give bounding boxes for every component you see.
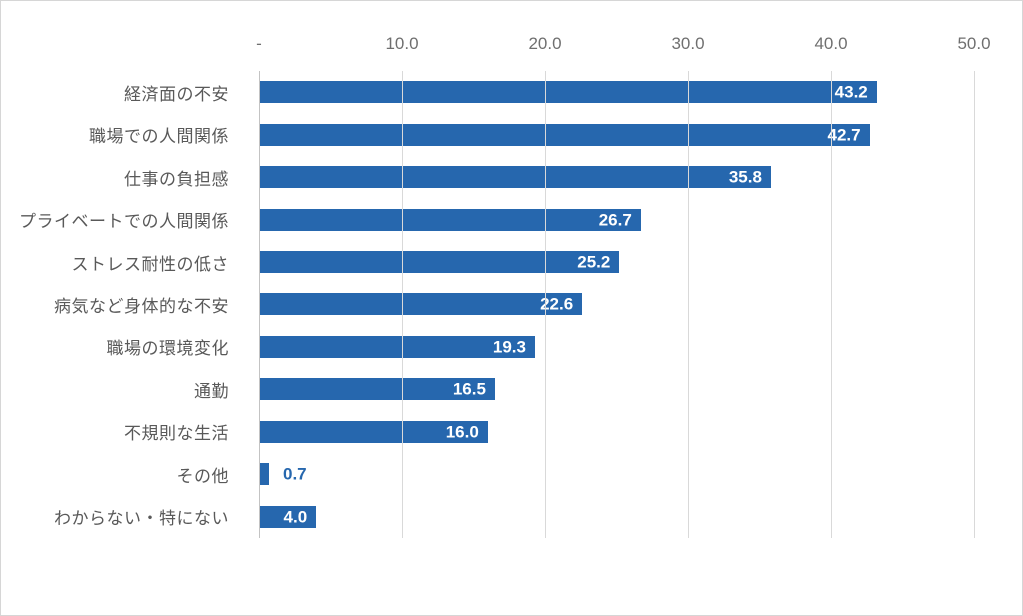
category-label: 経済面の不安 bbox=[124, 84, 229, 104]
bar-row: 42.7 bbox=[259, 113, 974, 155]
axis-tick-label: - bbox=[256, 34, 262, 53]
bar-row: 43.2 bbox=[259, 71, 974, 113]
data-label: 16.0 bbox=[445, 422, 479, 442]
data-label: 0.7 bbox=[283, 464, 307, 484]
bar-row: 16.5 bbox=[259, 368, 974, 410]
bar-row: 16.0 bbox=[259, 411, 974, 453]
category-label: ストレス耐性の低さ bbox=[71, 254, 229, 274]
bar-row: 35.8 bbox=[259, 156, 974, 198]
category-label: 不規則な生活 bbox=[124, 424, 229, 444]
category-label: 仕事の負担感 bbox=[124, 169, 229, 189]
bar-row: 19.3 bbox=[259, 326, 974, 368]
category-label: 職場での人間関係 bbox=[89, 127, 229, 147]
bar: 35.8 bbox=[259, 166, 771, 189]
axis-tick-label: 50.0 bbox=[957, 34, 991, 53]
axis-tick-label: 30.0 bbox=[671, 34, 705, 53]
category-label: 通勤 bbox=[194, 381, 229, 401]
bar: 25.2 bbox=[259, 251, 620, 274]
axis-tick-label: 10.0 bbox=[385, 34, 419, 53]
bar: 42.7 bbox=[259, 123, 870, 146]
category-label: 病気など身体的な不安 bbox=[54, 296, 229, 316]
data-label: 16.5 bbox=[452, 379, 486, 399]
bar: 4.0 bbox=[259, 505, 317, 528]
bar-row: 25.2 bbox=[259, 241, 974, 283]
category-label: 職場の環境変化 bbox=[106, 339, 229, 359]
gridline bbox=[688, 71, 689, 538]
category-label: わからない・特にない bbox=[54, 509, 229, 529]
gridline bbox=[831, 71, 832, 538]
data-label: 35.8 bbox=[728, 167, 762, 187]
data-label: 43.2 bbox=[834, 82, 868, 102]
bar-series: 43.2 42.7 35.8 26.7 25.2 22.6 19.3 16.5 16.0 0.7 4… bbox=[259, 71, 974, 538]
axis-tick-label: 20.0 bbox=[528, 34, 562, 53]
bar-row: 0.7 bbox=[259, 453, 974, 495]
data-label: 22.6 bbox=[540, 294, 574, 314]
gridline bbox=[545, 71, 546, 538]
bar: 19.3 bbox=[259, 335, 535, 358]
plot-area: 43.2 42.7 35.8 26.7 25.2 22.6 19.3 16.5 16.0 0.7 4… bbox=[259, 71, 975, 538]
value-axis: - 10.0 20.0 30.0 40.0 50.0 bbox=[256, 1, 990, 71]
bar-row: 22.6 bbox=[259, 283, 974, 325]
bar: 22.6 bbox=[259, 293, 583, 316]
gridline bbox=[402, 71, 403, 538]
bar-row: 4.0 bbox=[259, 496, 974, 538]
category-axis: 経済面の不安職場での人間関係仕事の負担感プライベートでの人間関係ストレス耐性の低… bbox=[1, 71, 249, 538]
bar: 16.0 bbox=[259, 420, 488, 443]
data-label: 19.3 bbox=[492, 337, 526, 357]
data-label: 4.0 bbox=[283, 507, 308, 527]
axis-tick-label: 40.0 bbox=[814, 34, 848, 53]
gridline bbox=[974, 71, 975, 538]
category-axis-line bbox=[259, 71, 260, 538]
bar: 16.5 bbox=[259, 378, 495, 401]
data-label: 42.7 bbox=[827, 125, 861, 145]
bar: 0.7 bbox=[259, 463, 307, 486]
data-label: 26.7 bbox=[598, 210, 632, 230]
bar: 26.7 bbox=[259, 208, 641, 231]
data-label: 25.2 bbox=[577, 252, 611, 272]
bar-row: 26.7 bbox=[259, 198, 974, 240]
category-label: プライベートでの人間関係 bbox=[19, 212, 229, 232]
bar: 43.2 bbox=[259, 81, 877, 104]
category-label: その他 bbox=[176, 466, 229, 486]
